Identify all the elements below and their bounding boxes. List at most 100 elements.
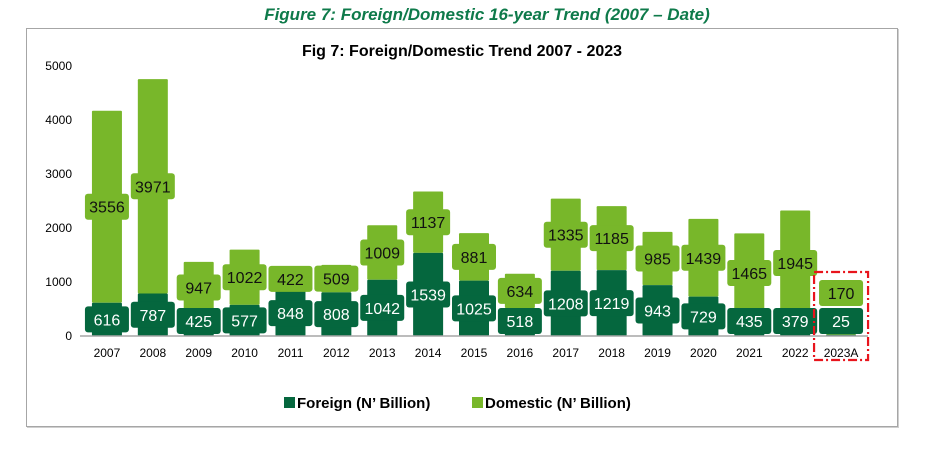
data-label-box-domestic xyxy=(589,225,634,252)
data-label-foreign: 808 xyxy=(323,307,350,324)
x-tick-label: 2019 xyxy=(644,346,671,360)
data-label-box-domestic xyxy=(452,243,496,270)
x-tick-label: 2013 xyxy=(369,346,396,360)
data-label-box-domestic xyxy=(497,277,542,304)
data-label-domestic: 985 xyxy=(644,251,671,268)
x-tick-label: 2023A xyxy=(824,346,859,360)
chart-frame xyxy=(26,28,898,427)
legend-swatch-foreign xyxy=(284,397,295,408)
annotations xyxy=(812,270,870,362)
data-label-domestic: 1022 xyxy=(227,270,263,287)
data-label-foreign: 425 xyxy=(185,314,212,331)
y-tick-label: 4000 xyxy=(45,113,72,127)
data-label-box-foreign xyxy=(222,307,267,334)
data-label-box-domestic xyxy=(176,274,221,301)
x-tick-label: 2014 xyxy=(415,346,442,360)
data-label-box-foreign xyxy=(314,301,359,328)
x-tick-label: 2017 xyxy=(552,346,579,360)
data-label-box-domestic xyxy=(727,259,772,286)
y-tick-label: 0 xyxy=(65,329,72,343)
data-label-foreign: 1539 xyxy=(410,287,446,304)
data-label-box-domestic xyxy=(314,265,359,292)
x-tick-label: 2021 xyxy=(736,346,763,360)
data-label-box-foreign xyxy=(773,308,818,334)
data-label-box-domestic xyxy=(406,209,451,236)
data-label-box-foreign xyxy=(543,290,588,317)
data-label-domestic: 947 xyxy=(185,280,212,297)
data-label-box-foreign xyxy=(681,303,726,330)
data-label-box-domestic xyxy=(268,265,313,292)
y-tick-label: 1000 xyxy=(45,275,72,289)
y-axis: 0 1000 2000 3000 4000 5000 xyxy=(45,59,72,343)
x-tick-label: 2012 xyxy=(323,346,350,360)
data-label-foreign: 435 xyxy=(736,314,763,331)
chart-title: Fig 7: Foreign/Domestic Trend 2007 - 202… xyxy=(302,43,622,60)
data-label-box-domestic xyxy=(773,250,818,277)
data-label-domestic: 1185 xyxy=(594,231,629,248)
data-label-domestic: 1439 xyxy=(686,251,722,268)
x-tick-label: 2008 xyxy=(139,346,166,360)
data-label-foreign: 1025 xyxy=(456,301,492,318)
data-label-foreign: 787 xyxy=(139,308,166,325)
data-label-domestic: 1009 xyxy=(364,245,400,262)
x-tick-label: 2007 xyxy=(94,346,121,360)
data-label-box-domestic xyxy=(360,239,405,266)
data-label-box-foreign xyxy=(452,295,496,322)
data-label-foreign: 1208 xyxy=(548,296,584,313)
data-label-box-domestic xyxy=(681,244,726,271)
data-label-domestic: 1465 xyxy=(731,266,767,283)
data-label-box-domestic xyxy=(84,193,129,220)
x-tick-label: 2009 xyxy=(185,346,212,360)
highlight-box xyxy=(812,270,870,362)
x-tick-label: 2015 xyxy=(461,346,488,360)
y-tick-label: 5000 xyxy=(45,59,72,73)
legend-label-foreign: Foreign (N’ Billion) xyxy=(297,395,430,412)
x-tick-label: 2018 xyxy=(598,346,625,360)
data-label-box-foreign xyxy=(406,281,451,308)
data-label-box-foreign xyxy=(635,297,680,324)
data-label-domestic: 509 xyxy=(323,272,350,289)
data-label-box-foreign xyxy=(130,301,175,328)
data-label-foreign: 577 xyxy=(231,313,258,330)
x-tick-label: 2022 xyxy=(782,346,809,360)
data-label-box-domestic xyxy=(819,280,864,306)
x-tick-label: 2016 xyxy=(507,346,534,360)
x-tick-label: 2011 xyxy=(278,346,304,360)
data-label-foreign: 729 xyxy=(690,309,717,326)
data-label-domestic: 3556 xyxy=(89,200,125,217)
data-label-domestic: 1945 xyxy=(777,256,813,273)
x-tick-label: 2010 xyxy=(231,346,258,360)
y-tick-label: 3000 xyxy=(45,167,72,181)
data-label-foreign: 518 xyxy=(507,314,534,331)
legend-swatch-domestic xyxy=(472,397,483,408)
data-label-box-foreign xyxy=(589,290,634,317)
data-label-foreign: 1042 xyxy=(364,301,400,318)
data-label-domestic: 881 xyxy=(461,250,488,267)
figure-caption: Figure 7: Foreign/Domestic 16-year Trend… xyxy=(264,5,710,24)
data-label-foreign: 1219 xyxy=(594,296,630,313)
data-label-domestic: 170 xyxy=(828,286,855,303)
data-label-domestic: 1137 xyxy=(411,215,446,232)
data-label-box-domestic xyxy=(130,173,175,200)
data-label-domestic: 422 xyxy=(277,272,304,289)
data-label-domestic: 634 xyxy=(507,284,534,301)
data-label-foreign: 379 xyxy=(782,314,809,331)
data-label-box-domestic xyxy=(543,221,588,248)
data-label-foreign: 616 xyxy=(94,312,121,329)
data-label-box-foreign xyxy=(497,308,542,334)
data-label-foreign: 25 xyxy=(832,314,850,331)
data-labels: 616 3556 787 3971 425 947 577 1022 848 422 808 509 1… xyxy=(84,173,864,334)
data-label-box-foreign xyxy=(360,294,405,321)
legend-label-domestic: Domestic (N’ Billion) xyxy=(485,395,631,412)
legend: Foreign (N’ Billion) Domestic (N’ Billio… xyxy=(284,395,631,412)
data-label-domestic: 1335 xyxy=(548,228,584,245)
data-label-box-foreign xyxy=(176,308,221,334)
x-axis: 2007 2008 2009 2010 2011 2012 2013 2014 2015 2016… xyxy=(94,346,859,360)
data-label-box-foreign xyxy=(268,300,313,327)
data-label-foreign: 943 xyxy=(644,304,671,321)
data-label-domestic: 3971 xyxy=(135,179,171,196)
data-label-foreign: 848 xyxy=(277,306,304,323)
data-label-box-domestic xyxy=(222,264,267,291)
y-tick-label: 2000 xyxy=(45,221,72,235)
